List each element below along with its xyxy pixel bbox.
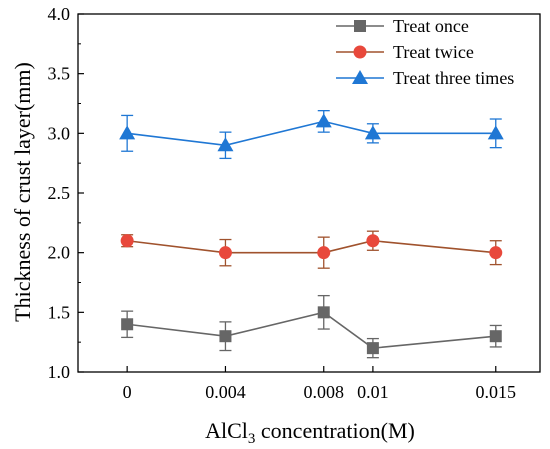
- legend-label: Treat once: [393, 16, 469, 36]
- series-0: [121, 294, 502, 359]
- data-point: [364, 125, 381, 140]
- x-tick-label: 0.004: [205, 382, 246, 402]
- legend-marker: [352, 70, 368, 84]
- legend: Treat once Treat twice Treat three times: [336, 16, 514, 88]
- data-point: [366, 342, 379, 355]
- x-tick-label: 0.01: [357, 382, 389, 402]
- y-tick-label: 1.0: [48, 362, 71, 382]
- legend-label: Treat twice: [393, 42, 474, 62]
- series-2: [119, 110, 504, 160]
- data-point: [317, 246, 331, 260]
- legend-label: Treat three times: [393, 68, 514, 88]
- y-tick-label: 3.5: [48, 64, 71, 84]
- x-tick-label: 0.015: [476, 382, 517, 402]
- data-point: [121, 318, 134, 331]
- x-tick-label: 0: [123, 382, 132, 402]
- series-line: [127, 239, 496, 254]
- series-line: [127, 311, 496, 349]
- data-point: [317, 306, 330, 319]
- data-point: [315, 113, 332, 128]
- y-tick-label: 4.0: [48, 4, 71, 24]
- data-point: [119, 125, 136, 140]
- x-tick-label: 0.008: [303, 382, 344, 402]
- data-point: [487, 125, 504, 140]
- y-axis-title: Thickness of crust layer(mm): [10, 62, 35, 322]
- x-axis-title-prefix: AlCl: [205, 418, 248, 443]
- data-point: [489, 246, 503, 260]
- y-tick-label: 2.5: [48, 183, 71, 203]
- data-point: [217, 137, 234, 152]
- data-point: [120, 234, 134, 248]
- x-axis-title-subscript: 3: [248, 431, 256, 447]
- x-axis-title-suffix: concentration(M): [255, 418, 414, 443]
- legend-marker: [353, 45, 367, 59]
- x-axis-title: AlCl3 concentration(M): [205, 418, 415, 447]
- y-tick-label: 3.0: [48, 123, 71, 143]
- y-tick-label: 1.5: [48, 302, 71, 322]
- legend-marker: [354, 20, 366, 32]
- data-point: [219, 330, 232, 343]
- data-point: [366, 234, 380, 248]
- y-tick-label: 2.0: [48, 243, 71, 263]
- series-line: [127, 120, 496, 147]
- series-1: [120, 230, 503, 269]
- axis-ticks: 1.0 1.5 2.0 2.5 3.0 3.5 4.0 0 0.004 0.008 0.01 0.01…: [48, 4, 517, 402]
- data-point: [218, 246, 232, 260]
- data-point: [489, 330, 502, 343]
- series-layer: [119, 110, 504, 359]
